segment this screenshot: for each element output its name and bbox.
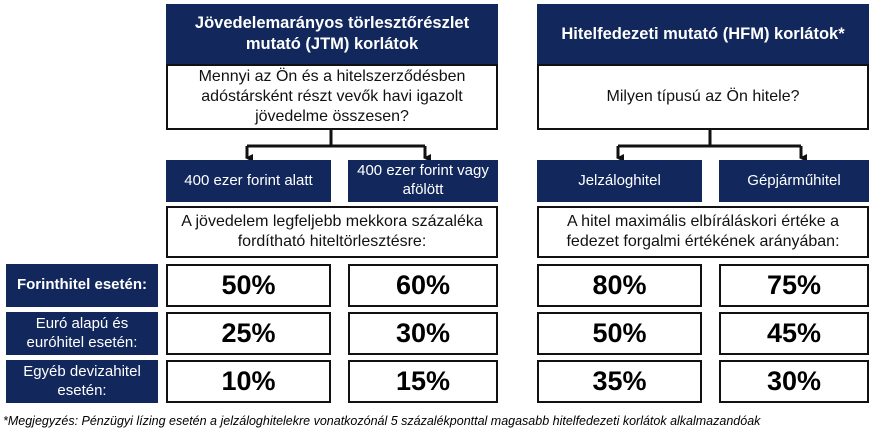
- value-cell: 25%: [166, 312, 331, 355]
- jtm-header: Jövedelemarányos törlesztőrészlet mutató…: [166, 4, 498, 64]
- row-label-forint: Forinthitel esetén:: [6, 264, 158, 307]
- hfm-connector: [616, 130, 807, 162]
- value-cell: 30%: [348, 312, 498, 355]
- value-cell: 60%: [348, 264, 498, 307]
- value-cell: 50%: [166, 264, 331, 307]
- value-cell: 30%: [719, 360, 869, 403]
- hfm-header: Hitelfedezeti mutató (HFM) korlátok*: [537, 4, 869, 64]
- jtm-option-below: 400 ezer forint alatt: [166, 160, 331, 202]
- footnote: *Megjegyzés: Pénzügyi lízing esetén a je…: [3, 414, 761, 428]
- jtm-question: Mennyi az Ön és a hitelszerződésben adós…: [166, 64, 498, 130]
- value-cell: 10%: [166, 360, 331, 403]
- hfm-option-mortgage: Jelzáloghitel: [537, 160, 702, 202]
- jtm-caption: A jövedelem legfeljebb mekkora százaléka…: [166, 206, 498, 258]
- jtm-connector: [245, 130, 431, 162]
- value-cell: 80%: [537, 264, 702, 307]
- value-cell: 35%: [537, 360, 702, 403]
- hfm-caption: A hitel maximális elbíráláskori értéke a…: [537, 206, 869, 258]
- value-cell: 75%: [719, 264, 869, 307]
- row-label-euro: Euró alapú és euróhitel esetén:: [6, 312, 158, 355]
- hfm-option-car-loan: Gépjárműhitel: [719, 160, 869, 202]
- value-cell: 15%: [348, 360, 498, 403]
- value-cell: 45%: [719, 312, 869, 355]
- jtm-option-above: 400 ezer forint vagy afölött: [348, 160, 498, 202]
- row-label-other-fx: Egyéb devizahitel esetén:: [6, 360, 158, 403]
- hfm-question: Milyen típusú az Ön hitele?: [537, 64, 869, 130]
- value-cell: 50%: [537, 312, 702, 355]
